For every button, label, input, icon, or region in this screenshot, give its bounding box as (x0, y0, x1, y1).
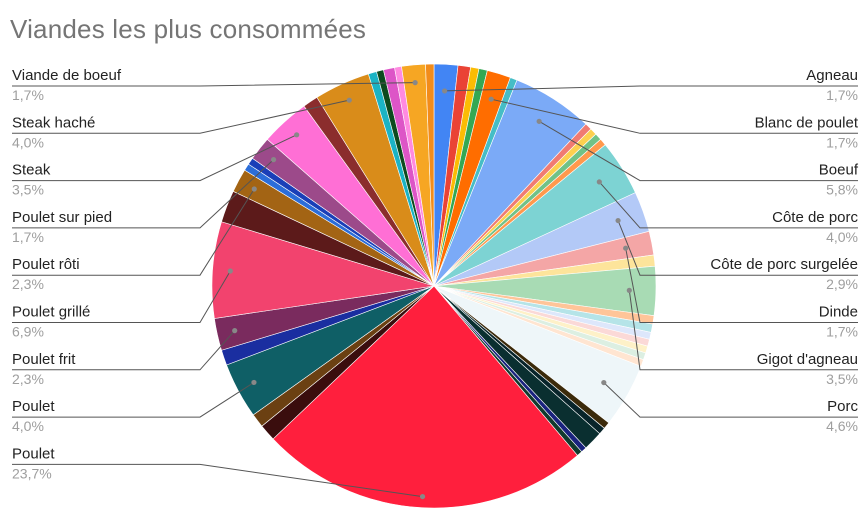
leader-lines (12, 80, 858, 500)
leader-dot (227, 268, 233, 274)
leader-dot (251, 186, 257, 192)
leader-line (12, 188, 255, 276)
leader-dot (615, 217, 621, 224)
slice-label-name: Porc (827, 398, 858, 415)
pie-slices (211, 63, 657, 509)
slice-label-name: Gigot d'agneau (757, 351, 858, 368)
slice-label-value: 4,0% (826, 229, 858, 245)
leader-line (444, 85, 858, 92)
slice-label-name: Poulet sur pied (12, 209, 112, 226)
slice-label-name: Poulet rôti (12, 256, 80, 273)
leader-line (12, 270, 231, 323)
leader-line (538, 120, 858, 182)
leader-line (603, 382, 858, 418)
slice-label-value: 4,6% (826, 418, 858, 434)
leader-line (598, 181, 858, 229)
slice-label-value: 4,0% (12, 134, 44, 150)
leader-dot (536, 118, 542, 124)
slice-label-value: 23,7% (12, 465, 52, 481)
slice-label-value: 1,7% (12, 229, 44, 245)
slice-label-name: Côte de porc (772, 209, 858, 226)
slice-label-value: 3,5% (12, 182, 44, 198)
slice-label-value: 2,3% (12, 276, 44, 292)
leader-dot (441, 88, 448, 94)
slice-label-value: 6,9% (12, 324, 44, 340)
leader-line (12, 99, 350, 134)
leader-dot (270, 157, 277, 163)
slice-label-value: 2,9% (826, 276, 858, 292)
slice-label-value: 4,0% (12, 418, 44, 434)
slice-label-value: 3,5% (826, 371, 858, 387)
leader-line (617, 220, 858, 276)
leader-line (625, 248, 858, 323)
leader-line (628, 290, 858, 371)
slice-label-name: Agneau (806, 67, 858, 84)
slice-label-name: Viande de boeuf (12, 67, 122, 84)
slice-label-name: Steak haché (12, 114, 95, 131)
slice-label-value: 1,7% (826, 87, 858, 103)
slice-label-name: Poulet (12, 398, 55, 415)
slice-label-value: 1,7% (826, 324, 858, 340)
leader-dot (626, 287, 632, 293)
slice-label-name: Steak (12, 162, 51, 179)
leader-dot (232, 328, 238, 334)
leader-dot (346, 97, 352, 103)
slice-label-value: 2,3% (12, 371, 44, 387)
leader-line (12, 134, 297, 182)
leader-dot (412, 80, 418, 86)
slice-label-value: 1,7% (826, 134, 858, 150)
leader-line (12, 82, 416, 87)
leader-dot (601, 379, 607, 386)
slice-label-name: Poulet frit (12, 351, 76, 368)
pie-slice (425, 63, 435, 287)
pie-slice (272, 285, 578, 509)
leader-dot (623, 245, 629, 251)
leader-line (12, 382, 255, 418)
leader-line (12, 463, 423, 498)
slice-label-name: Blanc de poulet (755, 114, 859, 131)
leader-dot (251, 379, 257, 386)
slice-label-value: 5,8% (826, 182, 858, 198)
leader-dot (294, 132, 300, 138)
slice-label-name: Côte de porc surgelée (710, 256, 858, 273)
leader-dot (419, 493, 426, 500)
slice-label-value: 1,7% (12, 87, 44, 103)
slice-label-name: Dinde (819, 304, 858, 321)
slice-label-name: Poulet (12, 445, 55, 462)
leader-line (12, 159, 274, 229)
leader-dot (596, 179, 602, 185)
chart-title: Viandes les plus consommées (10, 14, 367, 44)
slice-label-name: Poulet grillé (12, 304, 90, 321)
slice-labels: Viande de boeuf 1,7% Steak haché 4,0% Steak 3… (12, 67, 859, 481)
leader-line (491, 98, 858, 134)
leader-line (12, 330, 236, 371)
leader-dot (488, 96, 494, 102)
slice-label-name: Boeuf (819, 162, 859, 179)
